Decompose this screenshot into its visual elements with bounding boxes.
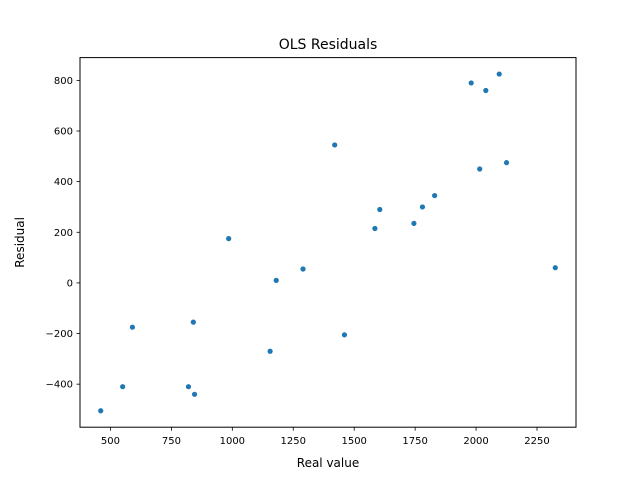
data-point [503, 160, 510, 166]
data-point [419, 204, 426, 210]
data-point [341, 332, 348, 338]
data-point [468, 80, 474, 86]
y-axis-label: Residual [13, 217, 27, 268]
data-point [411, 220, 417, 227]
data-point [332, 142, 338, 148]
data-point [120, 384, 126, 390]
x-axis-ticks: 500 750 1000 1250 1500 1750 2000 2250 [101, 427, 550, 447]
data-point [98, 408, 104, 414]
data-point [496, 71, 502, 77]
data-point [377, 206, 383, 213]
data-point [483, 87, 489, 94]
x-tick-label: 1250 [281, 436, 306, 447]
data-point [185, 384, 192, 390]
data-point [267, 348, 273, 354]
data-point [552, 265, 558, 271]
y-tick-label: 200 [54, 228, 73, 239]
data-point [191, 391, 198, 397]
data-point [190, 319, 196, 325]
y-tick-label: −400 [46, 380, 73, 391]
x-tick-label: 750 [162, 436, 181, 447]
x-tick-label: 2250 [524, 436, 549, 447]
y-tick-label: 600 [54, 127, 73, 138]
y-tick-label: 400 [54, 177, 73, 188]
y-tick-label: 0 [67, 278, 73, 289]
data-point [273, 277, 279, 283]
data-point [300, 266, 306, 272]
y-tick-label: 800 [54, 76, 73, 87]
x-tick-label: 1000 [220, 436, 245, 447]
data-point [226, 236, 232, 242]
x-tick-label: 1500 [341, 436, 366, 447]
data-point [372, 225, 378, 232]
x-tick-label: 500 [101, 436, 120, 447]
plot-frame [79, 57, 577, 428]
data-point [432, 192, 438, 199]
data-points [98, 71, 558, 414]
data-point [129, 324, 135, 330]
x-tick-label: 1750 [402, 436, 427, 447]
x-tick-label: 2000 [463, 436, 488, 447]
data-point [477, 166, 483, 172]
y-tick-label: −200 [46, 329, 73, 340]
chart-title: OLS Residuals [279, 37, 378, 53]
y-axis-ticks: −400 −200 0 200 400 600 800 [46, 76, 80, 391]
x-axis-label: Real value [297, 456, 359, 470]
